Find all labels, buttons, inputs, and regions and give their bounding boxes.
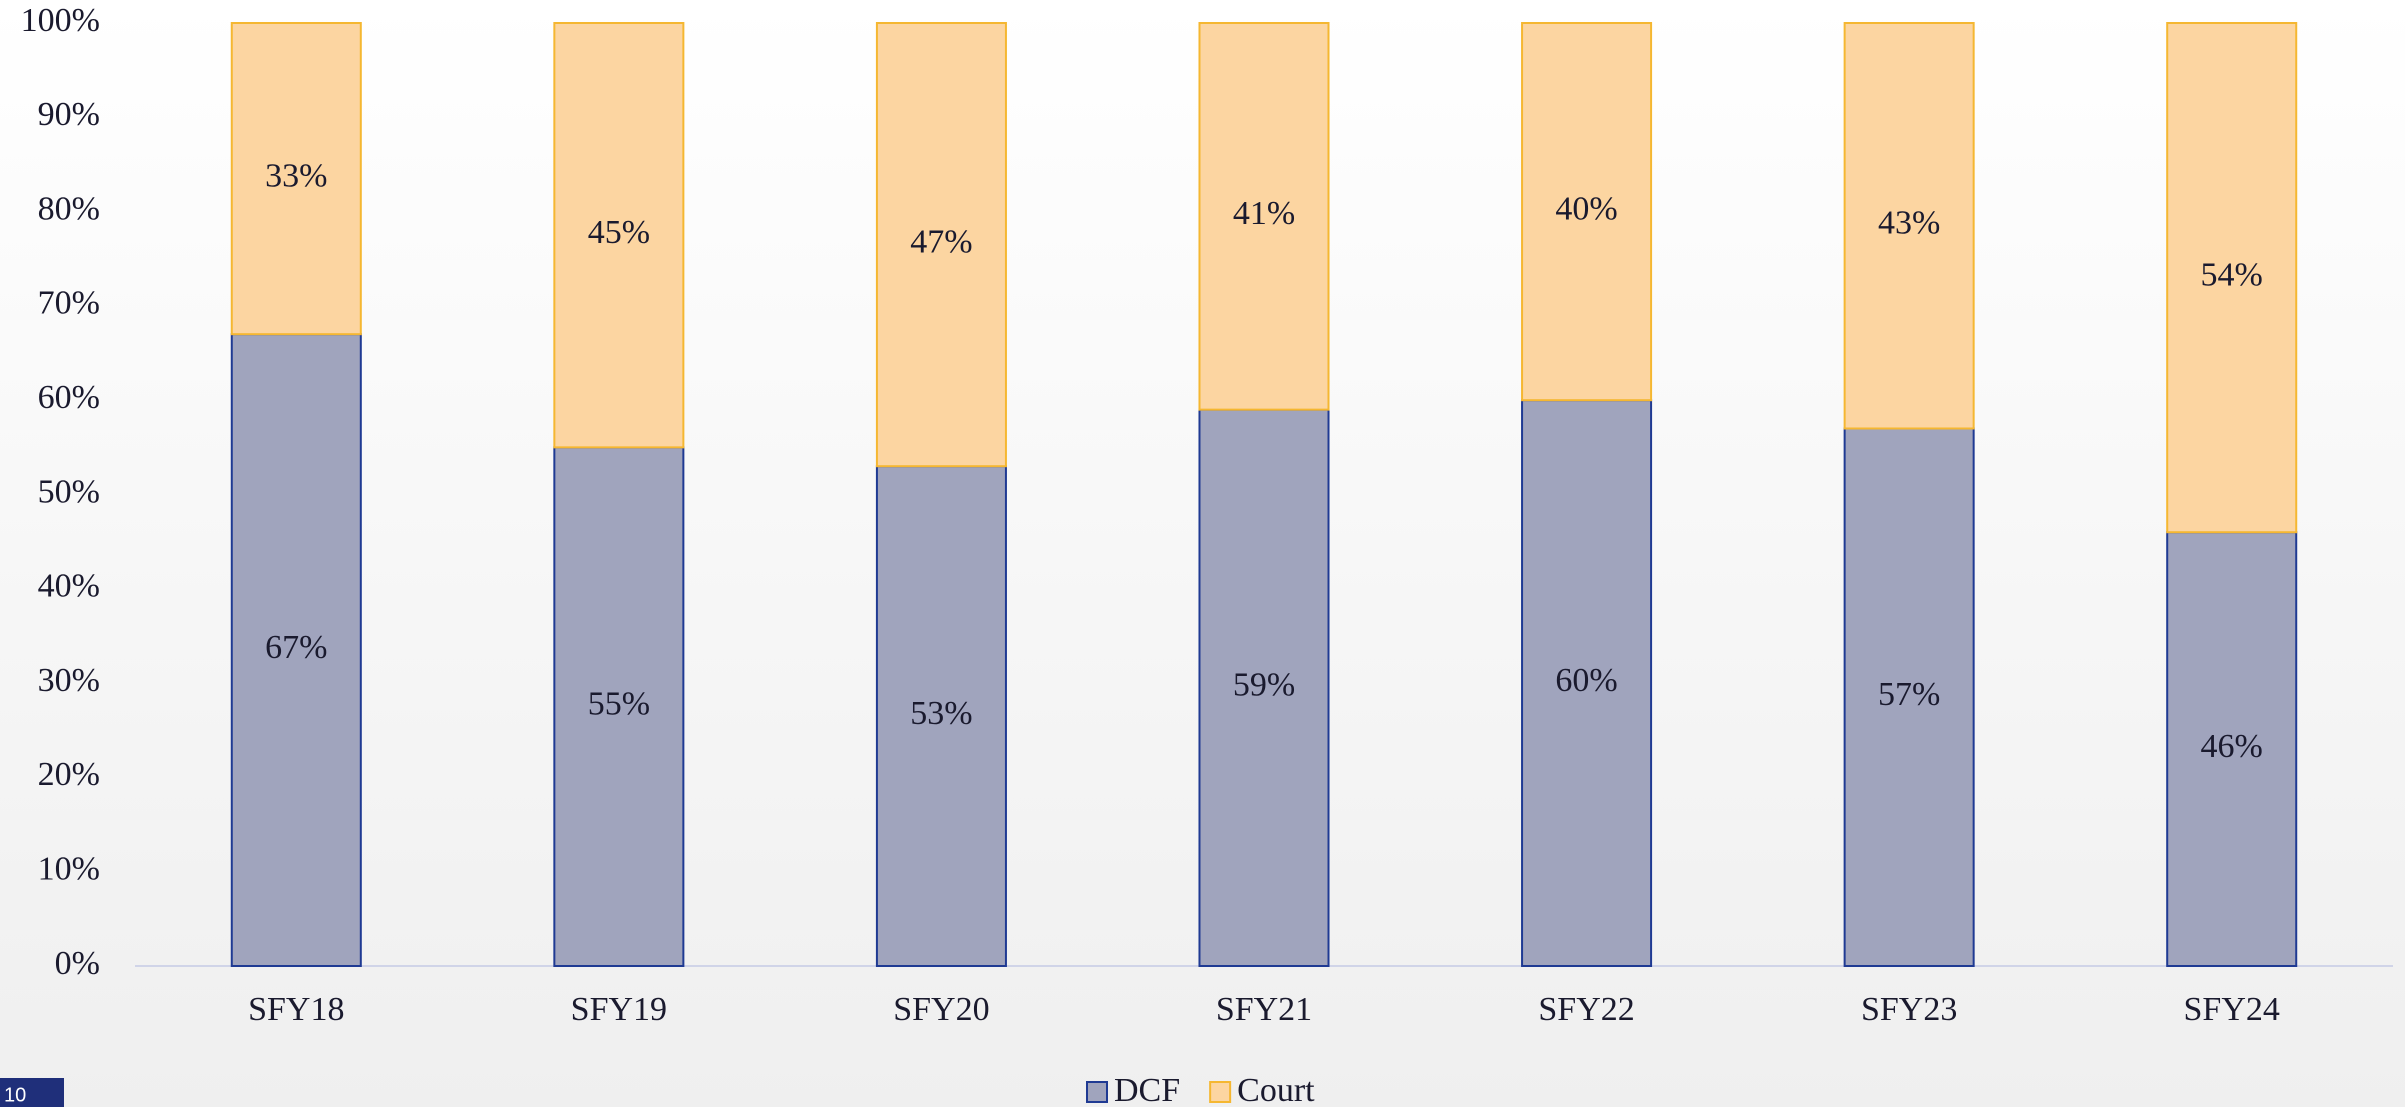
y-tick-label: 70%: [38, 285, 100, 322]
bar-segment: [2166, 531, 2298, 967]
x-tick-label: SFY22: [1538, 991, 1634, 1028]
y-tick-label: 50%: [38, 473, 100, 510]
x-tick-label: SFY21: [1216, 991, 1312, 1028]
bar-segment: [1198, 22, 1330, 411]
x-tick-label: SFY19: [571, 991, 667, 1028]
data-label: 47%: [910, 223, 972, 260]
data-label: 43%: [1878, 205, 1940, 242]
y-tick-label: 90%: [38, 96, 100, 133]
legend-label: DCF: [1114, 1072, 1180, 1107]
data-label: 40%: [1555, 190, 1617, 227]
page-number-box: [0, 1078, 64, 1107]
y-tick-label: 80%: [38, 190, 100, 227]
data-label: 41%: [1233, 195, 1295, 232]
data-label: 46%: [2201, 728, 2263, 765]
data-label: 54%: [2201, 256, 2263, 293]
y-tick-label: 30%: [38, 662, 100, 699]
data-label: 60%: [1555, 662, 1617, 699]
bar-segment: [1198, 408, 1330, 967]
bar-segment: [230, 22, 362, 336]
y-tick-label: 100%: [21, 2, 100, 39]
data-label: 55%: [588, 685, 650, 722]
y-tick-label: 10%: [38, 850, 100, 887]
x-tick-label: SFY23: [1861, 991, 1957, 1028]
data-label: 67%: [265, 629, 327, 666]
data-label: 57%: [1878, 676, 1940, 713]
bar-segment: [1843, 22, 1975, 430]
legend-swatch: [1209, 1081, 1232, 1103]
legend-label: Court: [1237, 1072, 1315, 1107]
bar-segment: [1521, 399, 1653, 967]
bar-segment: [1843, 427, 1975, 967]
y-tick-label: 40%: [38, 568, 100, 605]
x-tick-label: SFY18: [248, 991, 344, 1028]
bar-segment: [553, 446, 685, 968]
legend-swatch: [1086, 1081, 1108, 1103]
x-tick-label: SFY24: [2184, 991, 2280, 1028]
data-label: 33%: [265, 157, 327, 194]
y-tick-label: 0%: [55, 945, 100, 982]
page-number: 10: [4, 1084, 26, 1106]
data-label: 59%: [1233, 667, 1295, 704]
bar-segment: [553, 22, 685, 449]
bar-segment: [875, 22, 1007, 468]
data-label: 53%: [910, 695, 972, 732]
bar-segment: [230, 333, 362, 967]
y-tick-label: 20%: [38, 756, 100, 793]
x-tick-label: SFY20: [893, 991, 989, 1028]
bar-segment: [1521, 22, 1653, 402]
bar-segment: [875, 465, 1007, 967]
y-tick-label: 60%: [38, 379, 100, 416]
bar-segment: [2166, 22, 2298, 534]
data-label: 45%: [588, 214, 650, 251]
